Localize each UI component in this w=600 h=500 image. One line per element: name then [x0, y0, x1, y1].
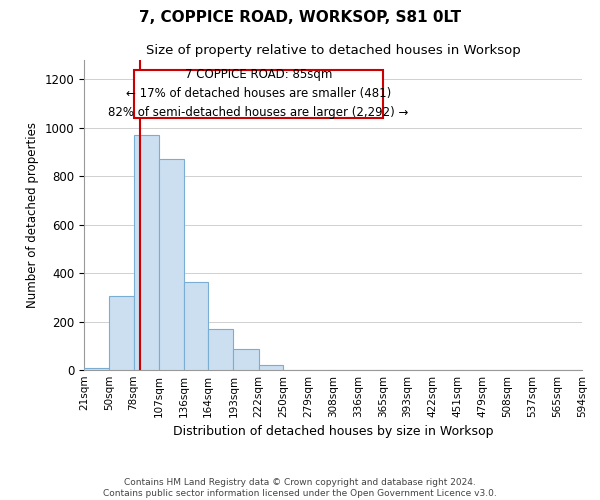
Bar — [109, 296, 134, 370]
Bar — [208, 329, 233, 370]
Bar — [259, 365, 283, 370]
Bar — [84, 368, 109, 370]
Bar — [134, 135, 159, 370]
Title: Size of property relative to detached houses in Worksop: Size of property relative to detached ho… — [146, 44, 520, 58]
Text: Contains HM Land Registry data © Crown copyright and database right 2024.
Contai: Contains HM Land Registry data © Crown c… — [103, 478, 497, 498]
Bar — [159, 160, 184, 370]
X-axis label: Distribution of detached houses by size in Worksop: Distribution of detached houses by size … — [173, 426, 493, 438]
Bar — [233, 350, 259, 370]
Text: 7 COPPICE ROAD: 85sqm
← 17% of detached houses are smaller (481)
82% of semi-det: 7 COPPICE ROAD: 85sqm ← 17% of detached … — [108, 68, 409, 120]
Text: 7, COPPICE ROAD, WORKSOP, S81 0LT: 7, COPPICE ROAD, WORKSOP, S81 0LT — [139, 10, 461, 25]
Bar — [134, 70, 383, 118]
Bar — [184, 282, 208, 370]
Y-axis label: Number of detached properties: Number of detached properties — [26, 122, 39, 308]
